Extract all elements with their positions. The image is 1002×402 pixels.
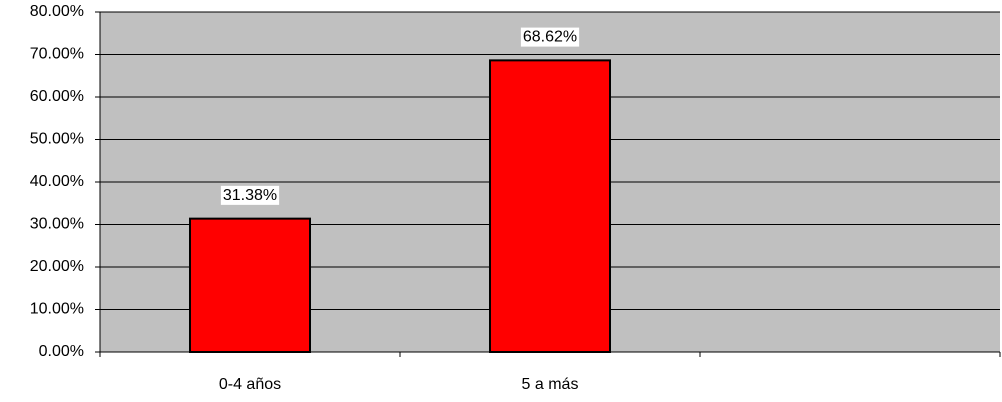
y-tick-label: 60.00% [30,88,84,105]
bar [189,217,311,353]
y-tick-label: 70.00% [30,46,84,63]
x-tick-label: 5 a más [522,376,579,393]
y-tick-label: 30.00% [30,216,84,233]
y-tick-label: 0.00% [39,343,84,360]
y-tick-label: 40.00% [30,173,84,190]
value-label-background [520,27,580,47]
value-label-background [220,185,280,205]
y-tick-label: 80.00% [30,3,84,20]
y-tick-label: 50.00% [30,131,84,148]
bar [489,59,611,354]
y-tick-label: 10.00% [30,301,84,318]
x-tick-label: 0-4 años [219,376,281,393]
value-label: 68.62% [523,29,577,46]
y-tick-label: 20.00% [30,258,84,275]
value-label: 31.38% [223,187,277,204]
